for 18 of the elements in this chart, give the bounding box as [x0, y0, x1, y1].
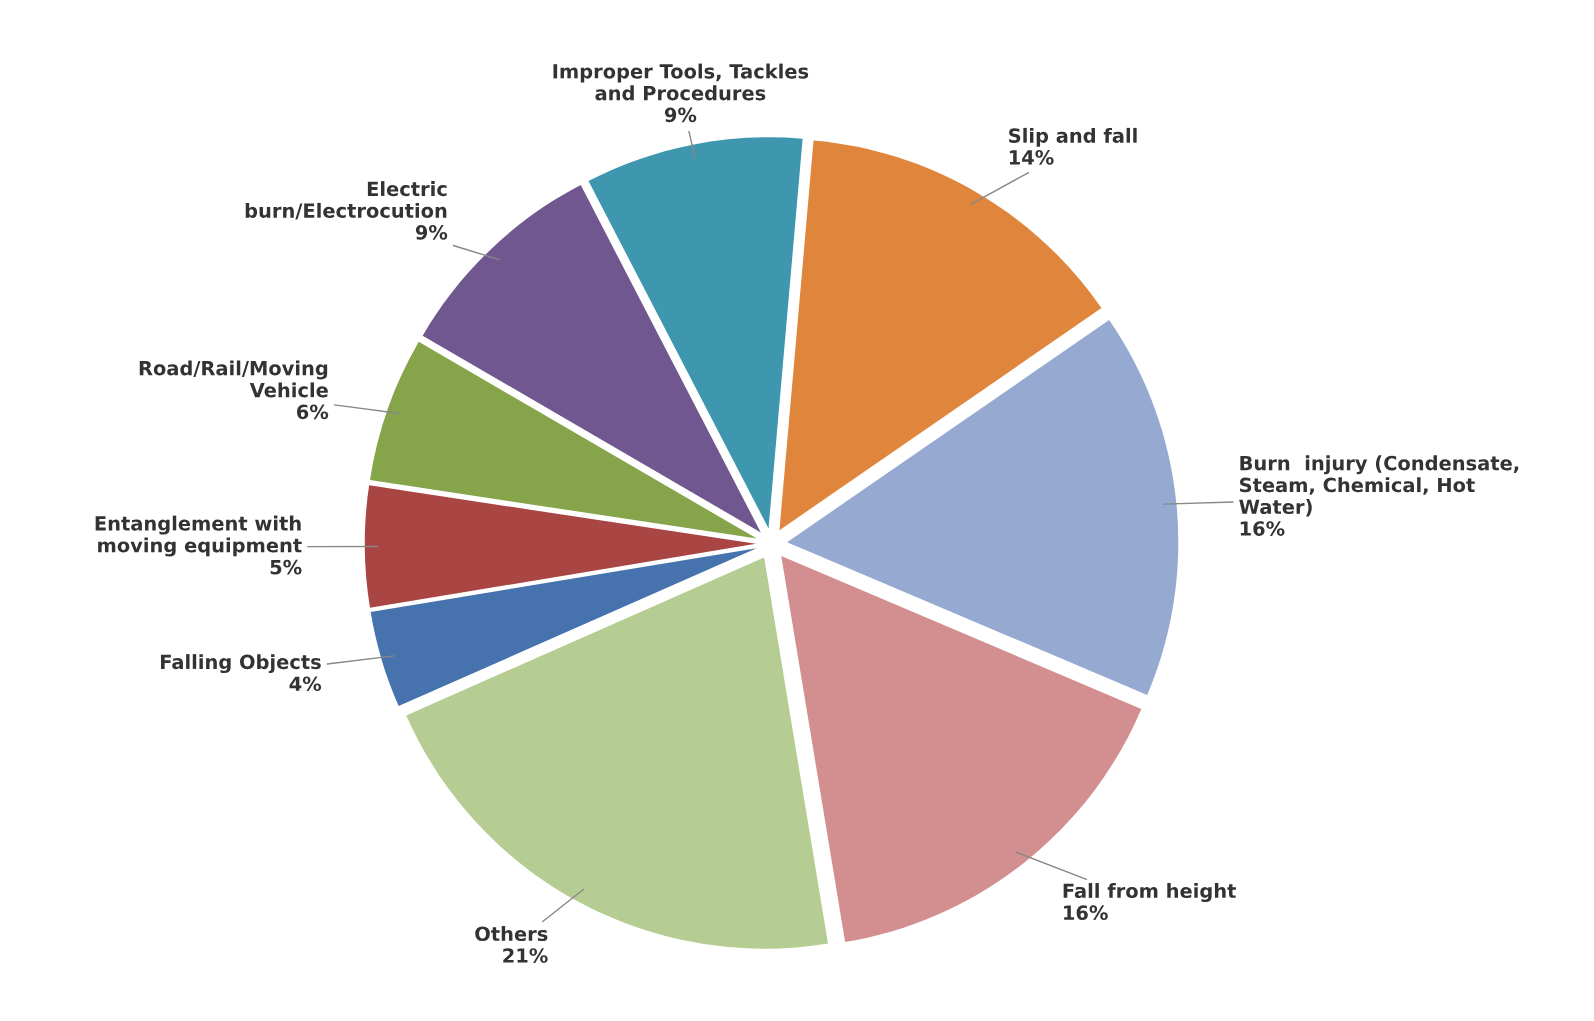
data-label: 5% [270, 559, 302, 575]
data-label: 4% [289, 676, 322, 692]
slice-label: Entanglement with moving equipment [95, 515, 302, 557]
slice-label: Fall from height [1063, 883, 1236, 903]
slice-label: Road/Rail/Moving Vehicle [139, 360, 328, 398]
slice-label: Slip and fall [1009, 127, 1137, 147]
data-label: 9% [664, 107, 697, 123]
data-label: 6% [296, 404, 329, 420]
data-label: 16% [1240, 521, 1285, 536]
data-label: 16% [1064, 905, 1108, 921]
data-label: 14% [1009, 150, 1054, 165]
slice-label: Falling Objects [161, 654, 321, 674]
slice-label: Improper Tools, Tackles and Procedures [553, 63, 809, 101]
data-label: 21% [503, 948, 548, 963]
data-label: 9% [415, 225, 448, 240]
slice-label: Burn injury (Condensate, Steam, Chemical, Hot Water) [1239, 455, 1519, 517]
slice-label: Others [475, 926, 548, 942]
slice-label: Electric burn/Electrocution [245, 181, 447, 220]
